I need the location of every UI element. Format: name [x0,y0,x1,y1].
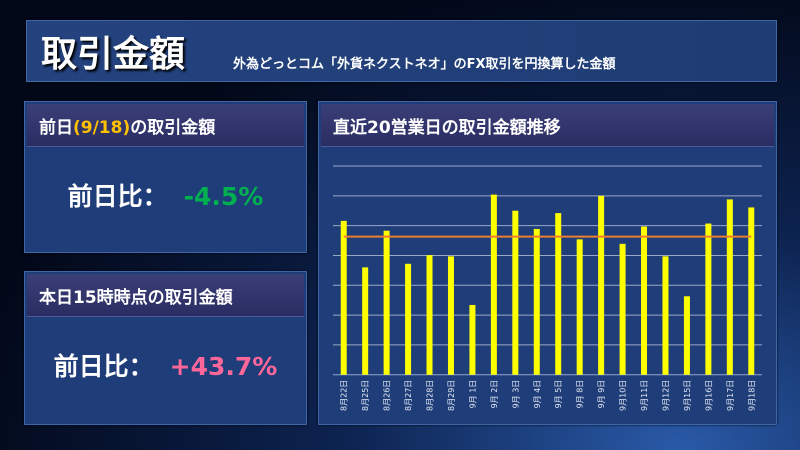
comparison-label: 前日比： [53,352,154,381]
x-tick-label: 9月15日 [683,380,692,411]
x-tick-label: 8月28日 [426,380,435,411]
previous-day-title: 前日(9/18)の取引金額 [27,104,304,147]
x-tick-label: 9月 4日 [533,380,542,409]
bar [726,199,733,375]
x-tick-label: 9月 1日 [468,380,477,409]
title-suffix: の取引金額 [130,118,216,138]
bar [555,213,562,375]
bar [662,256,669,375]
bar [598,195,605,375]
x-tick-label: 8月27日 [404,380,413,411]
comparison-label: 前日比： [67,182,168,211]
today-panel: 本日15時時点の取引金額 前日比： +43.7% [24,271,307,425]
bar [748,207,755,375]
x-tick-label: 9月 8日 [576,380,585,409]
bar [426,255,433,375]
today-title: 本日15時時点の取引金額 [27,274,304,317]
x-tick-label: 8月26日 [383,380,392,411]
bar [490,194,497,375]
bar [641,226,648,375]
header-banner: 取引金額 外為どっとコム「外貨ネクストネオ」のFX取引を円換算した金額 [26,20,777,82]
previous-day-panel: 前日(9/18)の取引金額 前日比： -4.5% [24,101,307,253]
x-tick-label: 9月10日 [619,380,628,411]
x-tick-label: 8月22日 [340,380,349,411]
x-tick-label: 9月12日 [661,380,670,411]
bar-chart: 8月22日 8月25日 8月26日 8月27日 8月28日 8月29日 9月 1日 9月 2日… [333,165,762,411]
x-tick-label: 9月18日 [747,380,756,411]
page-title: 取引金額 [41,34,186,75]
bar [362,267,369,375]
bar [576,239,583,375]
x-tick-label: 9月17日 [726,380,735,411]
x-tick-label: 9月16日 [704,380,713,411]
bar [683,296,690,375]
title-prefix: 前日 [39,118,73,138]
x-tick-label: 9月 9日 [597,380,606,409]
x-tick-label: 9月 3日 [511,380,520,409]
title-date: (9/18) [73,118,131,138]
bar [405,263,412,375]
bar [619,243,626,375]
bar [533,228,540,375]
page-subtitle: 外為どっとコム「外貨ネクストネオ」のFX取引を円換算した金額 [233,57,616,72]
bar [469,304,476,375]
x-tick-label: 9月 2日 [490,380,499,409]
bar [340,220,347,375]
x-tick-label: 9月11日 [640,380,649,411]
bar [383,230,390,375]
bar [705,223,712,375]
x-tick-label: 8月29日 [447,380,456,411]
comparison-value: +43.7% [169,352,278,381]
bar [512,210,519,375]
x-tick-label: 8月25日 [361,380,370,411]
x-tick-label: 9月 5日 [554,380,563,409]
bar [447,256,454,375]
chart-panel: 直近20営業日の取引金額推移 8月22日 8月25日 8月26日 8月27日 8月28日… [318,101,777,425]
chart-title: 直近20営業日の取引金額推移 [321,104,774,147]
comparison-value: -4.5% [183,182,264,211]
